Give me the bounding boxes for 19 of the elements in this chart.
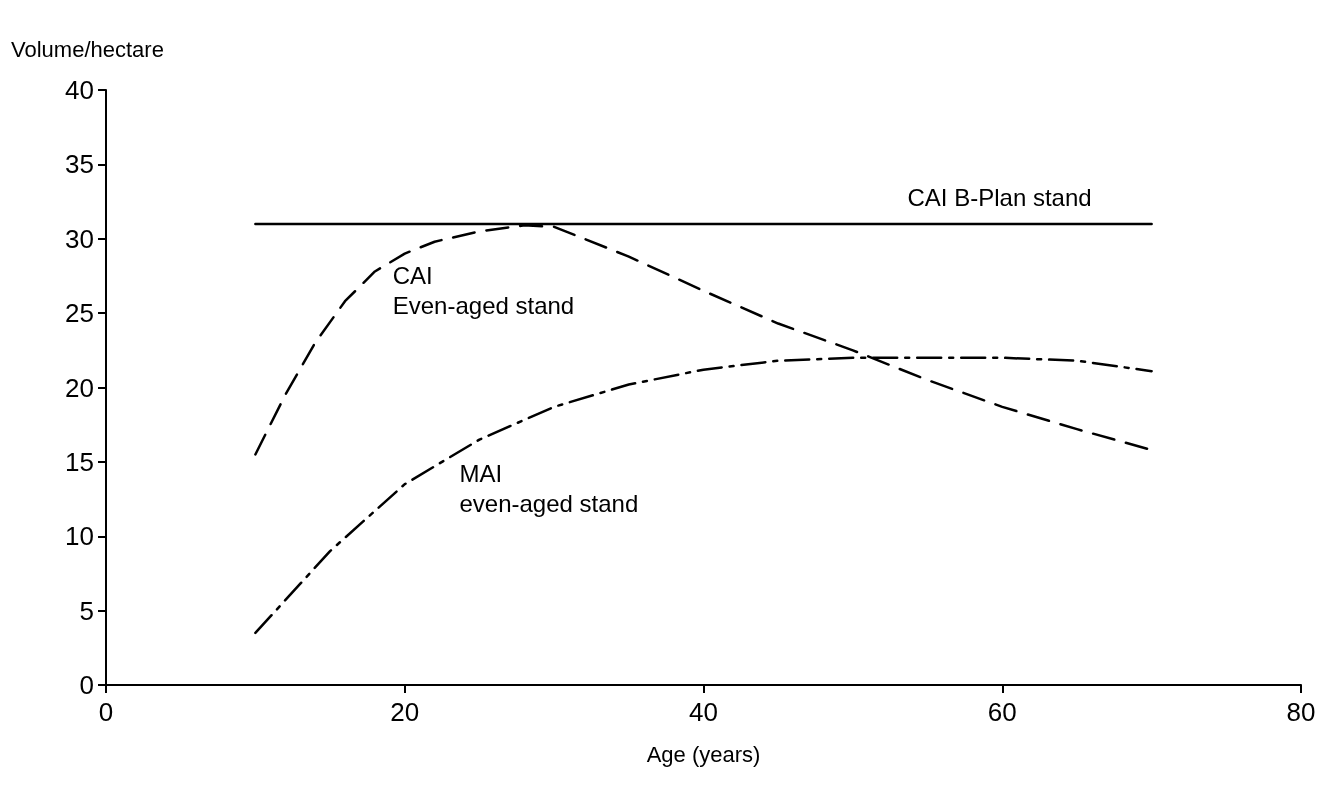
x-tick-label: 20 — [390, 697, 420, 727]
y-tick-label: 25 — [65, 298, 94, 329]
y-tick-label: 0 — [79, 670, 94, 700]
x-tick-label: 0 — [98, 697, 114, 727]
y-axis-title: Volume/hectare — [11, 36, 164, 62]
y-tick-label: 30 — [65, 223, 94, 254]
series-label: CAI B-Plan stand — [907, 184, 1092, 212]
x-tick-label: 60 — [987, 697, 1017, 727]
series-label: CAI Even-aged stand — [392, 262, 575, 320]
x-axis-title: Age (years) — [646, 741, 761, 767]
y-tick-label: 35 — [65, 149, 94, 180]
series-label: MAI even-aged stand — [459, 460, 639, 518]
y-tick-label: 20 — [65, 372, 94, 403]
x-tick-label: 40 — [689, 697, 718, 727]
x-tick-label: 80 — [1286, 697, 1316, 727]
y-tick-label: 15 — [65, 446, 94, 477]
y-tick-label: 40 — [65, 75, 94, 105]
y-tick-label: 10 — [65, 521, 94, 552]
y-tick-label: 5 — [79, 595, 94, 626]
